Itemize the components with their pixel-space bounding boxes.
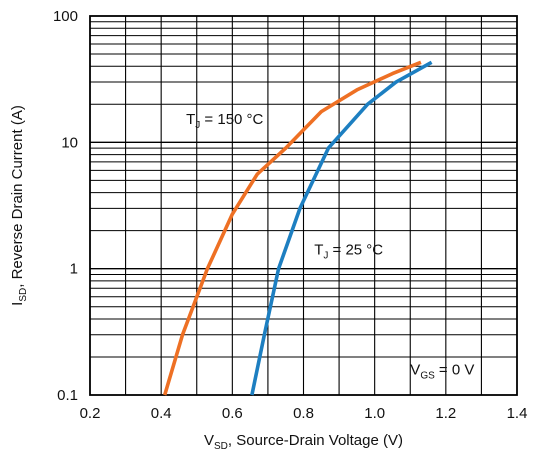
series-line-0 [162,60,422,396]
grid-lines [90,16,517,395]
annotation-vgs: VGS = 0 V [410,362,474,382]
series-group [162,60,433,396]
y-tick-label: 0.1 [57,387,78,404]
x-tick-label: 0.4 [151,405,172,422]
x-axis-label: VSD, Source-Drain Voltage (V) [204,432,403,452]
series-line-1 [250,60,433,396]
series-labels: TJ = 150 °C TJ = 25 °C VGS = 0 V [186,111,474,382]
y-tick-label: 10 [61,134,78,151]
y-axis-label: ISD, Reverse Drain Current (A) [9,105,29,306]
x-tick-label: 0.8 [293,405,314,422]
plot-frame [89,15,518,396]
x-tick-label: 1.4 [507,405,528,422]
x-tick-label: 0.2 [80,405,101,422]
series-label-tj-25: TJ = 25 °C [314,241,383,261]
y-tick-label: 100 [53,8,78,25]
x-tick-label: 0.6 [222,405,243,422]
y-tick-label: 1 [70,261,78,278]
x-tick-label: 1.0 [364,405,385,422]
tick-labels: 0.2 0.4 0.6 0.8 1.0 1.2 1.4 0.1 1 10 100 [53,8,527,422]
series-label-tj-150: TJ = 150 °C [186,111,263,131]
x-tick-label: 1.2 [435,405,456,422]
